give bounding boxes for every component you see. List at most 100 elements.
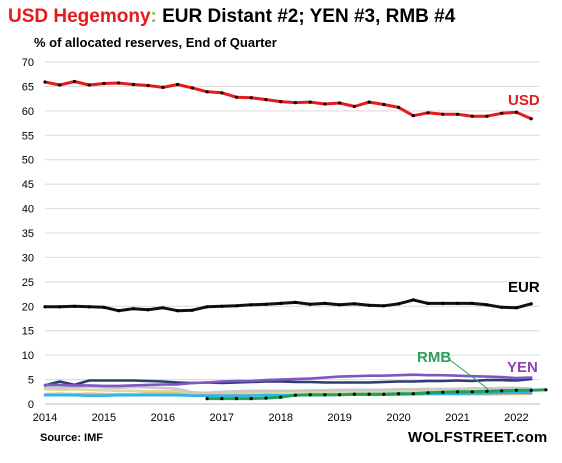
- x-tick-label: 2018: [268, 412, 292, 424]
- data-point-rmb: [397, 392, 401, 396]
- x-tick-label: 2016: [151, 412, 175, 424]
- data-point-eur: [485, 303, 489, 307]
- data-point-eur: [205, 305, 209, 309]
- x-axis-tick-labels: 2014 2015 2016 2017 2018 2019 2020 2021 2022: [33, 412, 529, 424]
- data-point-eur: [529, 302, 533, 306]
- data-point-eur: [264, 302, 268, 306]
- series-labels: USD EUR RMB YEN: [417, 92, 540, 390]
- data-point-usd: [190, 86, 194, 90]
- data-point-eur: [397, 302, 401, 306]
- y-tick-label: 25: [22, 277, 34, 289]
- data-point-rmb: [485, 389, 489, 393]
- data-point-usd: [264, 98, 268, 102]
- data-point-usd: [161, 85, 165, 89]
- data-point-rmb: [220, 397, 224, 401]
- data-point-rmb: [470, 390, 474, 394]
- title-colon: :: [150, 6, 157, 27]
- data-point-rmb: [264, 396, 268, 400]
- data-point-rmb: [514, 388, 519, 392]
- data-point-eur: [441, 301, 445, 305]
- y-tick-label: 55: [22, 130, 34, 142]
- data-point-usd: [220, 91, 224, 95]
- data-point-eur: [426, 301, 430, 305]
- data-point-rmb: [426, 391, 430, 395]
- data-point-usd: [411, 114, 415, 118]
- data-point-usd: [131, 82, 135, 87]
- data-point-usd: [102, 81, 106, 86]
- y-tick-label: 20: [22, 301, 34, 313]
- chart-title: USD Hegemony: EUR Distant #2; YEN #3, RM…: [8, 6, 455, 28]
- data-point-rmb: [323, 393, 327, 397]
- data-point-eur: [102, 305, 106, 309]
- data-point-eur: [352, 302, 356, 306]
- y-tick-label: 30: [22, 252, 34, 264]
- data-point-usd: [234, 95, 239, 99]
- y-tick-label: 35: [22, 228, 34, 240]
- data-point-rmb: [308, 393, 312, 397]
- series-label-yen: YEN: [507, 359, 538, 376]
- y-tick-label: 45: [22, 179, 34, 191]
- data-point-usd: [176, 82, 180, 87]
- data-point-usd: [529, 117, 533, 121]
- data-point-eur: [176, 309, 180, 313]
- data-point-eur: [161, 306, 165, 310]
- series-lines: [43, 79, 548, 401]
- data-point-eur: [279, 301, 283, 305]
- data-point-usd: [455, 112, 460, 116]
- data-point-eur: [190, 308, 194, 312]
- y-tick-label: 15: [22, 326, 34, 338]
- data-point-eur: [470, 301, 474, 305]
- data-point-usd: [352, 104, 356, 109]
- title-rest: EUR Distant #2; YEN #3, RMB #4: [156, 6, 456, 27]
- data-point-rmb: [234, 397, 239, 401]
- data-point-eur: [146, 308, 150, 312]
- y-tick-label: 5: [28, 375, 34, 387]
- data-point-usd: [205, 90, 209, 94]
- data-point-usd: [117, 81, 121, 85]
- data-point-eur: [87, 305, 91, 309]
- series-line-eur: [43, 298, 533, 313]
- data-point-eur: [117, 309, 121, 313]
- data-point-rmb: [338, 393, 342, 397]
- data-point-usd: [146, 83, 150, 88]
- data-point-usd: [441, 112, 445, 116]
- x-tick-label: 2022: [504, 412, 528, 424]
- data-point-usd: [72, 79, 77, 84]
- y-tick-label: 70: [22, 57, 34, 69]
- data-point-eur: [308, 302, 312, 306]
- series-line-other1: [43, 385, 533, 395]
- series-label-usd: USD: [508, 92, 540, 109]
- data-point-rmb: [529, 388, 533, 392]
- data-point-eur: [411, 298, 415, 302]
- data-point-usd: [485, 114, 489, 118]
- y-tick-label: 10: [22, 350, 34, 362]
- data-point-eur: [500, 305, 504, 309]
- data-point-eur: [323, 301, 327, 305]
- data-point-usd: [514, 110, 519, 114]
- data-point-eur: [220, 304, 224, 308]
- data-point-usd: [382, 102, 386, 107]
- data-point-eur: [234, 304, 239, 308]
- data-point-rmb: [205, 397, 209, 401]
- data-point-usd: [338, 101, 342, 105]
- y-tick-label: 50: [22, 155, 34, 167]
- series-line-gbp: [43, 377, 533, 387]
- x-tick-label: 2020: [386, 412, 410, 424]
- data-point-eur: [43, 305, 47, 309]
- data-point-rmb: [411, 392, 415, 396]
- data-point-usd: [323, 102, 327, 106]
- data-point-usd: [87, 83, 91, 87]
- data-point-rmb: [279, 395, 283, 399]
- data-point-usd: [279, 100, 283, 104]
- data-point-rmb: [367, 392, 371, 396]
- data-point-eur: [514, 306, 519, 310]
- data-point-rmb: [544, 388, 548, 392]
- y-tick-label: 40: [22, 204, 34, 216]
- data-point-usd: [58, 83, 62, 87]
- data-point-rmb: [441, 390, 445, 394]
- data-point-usd: [426, 111, 430, 115]
- series-line-usd: [43, 80, 533, 121]
- series-label-rmb: RMB: [417, 349, 451, 366]
- data-point-usd: [500, 111, 504, 115]
- data-point-usd: [470, 114, 474, 118]
